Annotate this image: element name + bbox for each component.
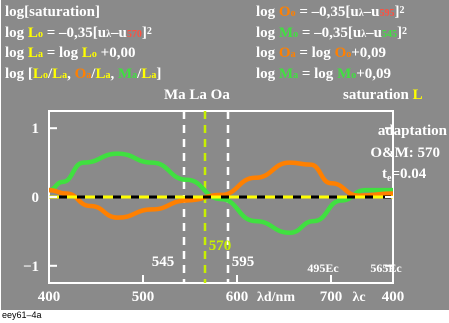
x-tick-label-1: 500	[132, 289, 155, 305]
series-line-1	[49, 160, 393, 220]
ticks	[48, 127, 394, 283]
marker-label-570: 570	[209, 238, 232, 254]
marker-label-495ec: 495Ec	[307, 261, 339, 275]
x-tick-label-4: 400	[382, 289, 405, 305]
series-line-0	[49, 151, 393, 236]
saturation-label: saturation L	[343, 87, 423, 103]
x-tick-label-2: 600	[226, 289, 249, 305]
x-unit-label: λd/nm	[257, 290, 295, 305]
marker-label-545: 545	[152, 254, 175, 270]
header-line1-right: log Oo = –0,35[uλ–u595]2	[256, 4, 405, 20]
y-tick-label-0: 1	[32, 121, 40, 137]
header-line1-left: log[saturation]	[5, 4, 100, 20]
header-line4-left: log [Lo/La, Oa/La, Ma/La]	[5, 66, 162, 82]
header-line3-right: log Oa = log Oo+0,09	[256, 45, 387, 61]
header-line2-left: log Lo = –0,35[uλ–u570]2	[5, 25, 152, 41]
figure-code: eey61–4a	[2, 310, 42, 320]
marker-label-595: 595	[232, 254, 255, 270]
y-tick-label-2: −1	[23, 259, 39, 275]
annotation-t: te=0.04	[382, 166, 427, 184]
y-tick-label-1: 0	[32, 190, 40, 206]
adaptation-labels: Ma La Oa	[164, 87, 230, 103]
annotation-t-sub: e	[387, 173, 392, 184]
annotation-om: O&M: 570	[370, 145, 440, 161]
x-tick-label-3: 700	[320, 289, 343, 305]
x-tick-label-0: 400	[38, 289, 61, 305]
marker-label-565ec: 565Ec	[370, 261, 402, 275]
annotation-t-val: =0.04	[391, 166, 426, 182]
header-line4-right: log Ma = log Mo+0,09	[256, 66, 392, 82]
annotation-adaptation: adaptation	[378, 123, 448, 139]
chart-background	[1, 0, 449, 310]
header-line3-left: log La = log Lo +0,00	[5, 45, 136, 61]
x-unit-label-c: λc	[352, 290, 365, 305]
series-group	[49, 151, 393, 236]
header-line2-right: log Mo = –0,35[uλ–u545]2	[256, 25, 407, 41]
annotation-t-sym: t	[382, 166, 387, 182]
